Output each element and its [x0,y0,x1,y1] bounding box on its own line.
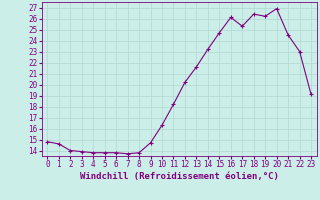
X-axis label: Windchill (Refroidissement éolien,°C): Windchill (Refroidissement éolien,°C) [80,172,279,181]
